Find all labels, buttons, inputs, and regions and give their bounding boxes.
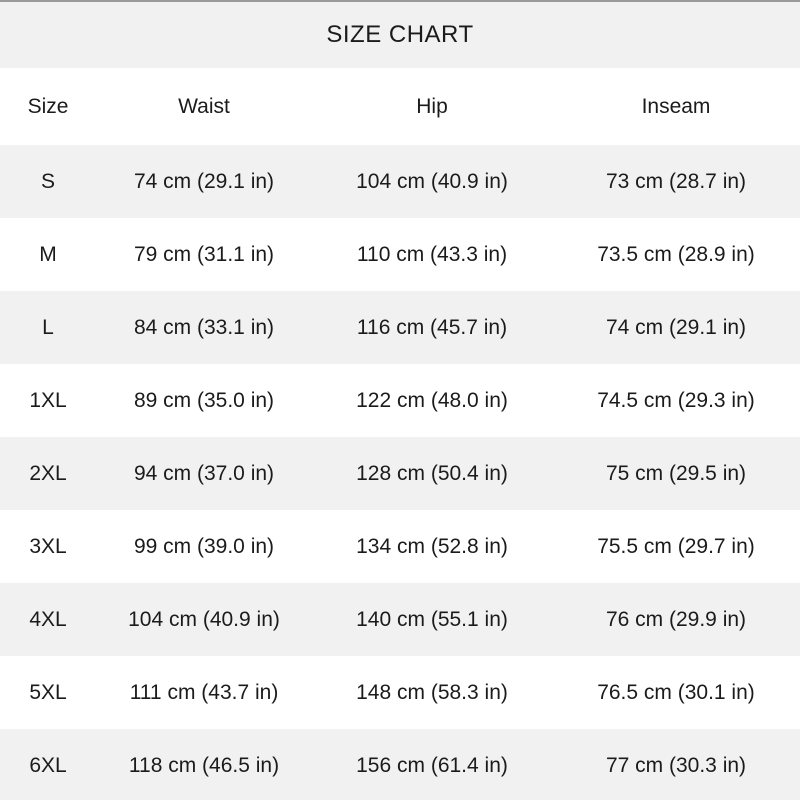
hip-cell: 140 cm (55.1 in) (356, 607, 508, 631)
table-row-m: M 79 cm (31.1 in) 110 cm (43.3 in) 73.5 … (0, 218, 800, 291)
size-cell: 6XL (29, 753, 67, 777)
waist-cell: 94 cm (37.0 in) (133, 461, 275, 485)
waist-cell: 79 cm (31.1 in) (133, 242, 275, 266)
size-cell: S (40, 169, 55, 193)
hip-cell: 110 cm (43.3 in) (356, 242, 508, 266)
table-row-6xl: 6XL 118 cm (46.5 in) 156 cm (61.4 in) 77… (0, 729, 800, 800)
waist-cell: 104 cm (40.9 in) (128, 607, 280, 631)
table-row-2xl: 2XL 94 cm (37.0 in) 128 cm (50.4 in) 75 … (0, 437, 800, 510)
waist-cell: 99 cm (39.0 in) (133, 534, 275, 558)
page-title: SIZE CHART (326, 21, 474, 48)
hip-cell: 104 cm (40.9 in) (356, 169, 508, 193)
size-cell: 3XL (29, 534, 67, 558)
table-header-row: Size Waist Hip Inseam (0, 68, 800, 145)
column-header-inseam: Inseam (641, 94, 711, 118)
size-cell: 4XL (29, 607, 67, 631)
size-cell: 1XL (29, 388, 67, 412)
table-row-4xl: 4XL 104 cm (40.9 in) 140 cm (55.1 in) 76… (0, 583, 800, 656)
waist-cell: 111 cm (43.7 in) (129, 680, 279, 704)
size-cell: 5XL (29, 680, 67, 704)
hip-cell: 122 cm (48.0 in) (356, 388, 508, 412)
table-row-1xl: 1XL 89 cm (35.0 in) 122 cm (48.0 in) 74.… (0, 364, 800, 437)
inseam-cell: 76.5 cm (30.1 in) (597, 680, 755, 704)
inseam-cell: 75 cm (29.5 in) (605, 461, 747, 485)
size-table: Size Waist Hip Inseam S 74 cm (29.1 in) … (0, 68, 800, 800)
size-cell: 2XL (29, 461, 67, 485)
hip-cell: 148 cm (58.3 in) (356, 680, 508, 704)
table-row-s: S 74 cm (29.1 in) 104 cm (40.9 in) 73 cm… (0, 145, 800, 218)
hip-cell: 128 cm (50.4 in) (356, 461, 508, 485)
hip-cell: 156 cm (61.4 in) (356, 753, 508, 777)
size-cell: M (39, 242, 57, 266)
waist-cell: 89 cm (35.0 in) (133, 388, 275, 412)
table-row-5xl: 5XL 111 cm (43.7 in) 148 cm (58.3 in) 76… (0, 656, 800, 729)
inseam-cell: 74.5 cm (29.3 in) (597, 388, 755, 412)
hip-cell: 116 cm (45.7 in) (356, 315, 508, 339)
inseam-cell: 77 cm (30.3 in) (605, 753, 747, 777)
waist-cell: 74 cm (29.1 in) (133, 169, 275, 193)
table-row-l: L 84 cm (33.1 in) 116 cm (45.7 in) 74 cm… (0, 291, 800, 364)
column-header-hip: Hip (416, 94, 448, 118)
inseam-cell: 74 cm (29.1 in) (605, 315, 747, 339)
inseam-cell: 73.5 cm (28.9 in) (597, 242, 755, 266)
column-header-size: Size (27, 94, 69, 118)
title-band: SIZE CHART (0, 0, 800, 68)
inseam-cell: 73 cm (28.7 in) (605, 169, 747, 193)
waist-cell: 84 cm (33.1 in) (133, 315, 275, 339)
waist-cell: 118 cm (46.5 in) (128, 753, 280, 777)
column-header-waist: Waist (178, 94, 230, 118)
inseam-cell: 75.5 cm (29.7 in) (597, 534, 755, 558)
hip-cell: 134 cm (52.8 in) (356, 534, 508, 558)
inseam-cell: 76 cm (29.9 in) (605, 607, 747, 631)
size-cell: L (42, 315, 54, 339)
table-row-3xl: 3XL 99 cm (39.0 in) 134 cm (52.8 in) 75.… (0, 510, 800, 583)
